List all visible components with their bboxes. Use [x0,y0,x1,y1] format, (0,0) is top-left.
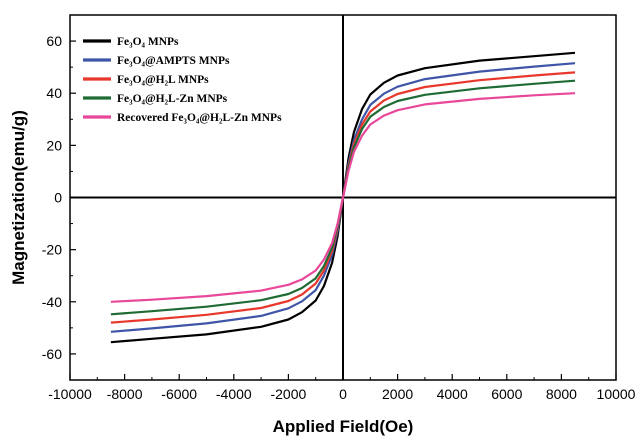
legend-label: Fe₃O₄@H₂L MNPs [117,74,209,86]
legend-label: Fe₃O₄@H₂L-Zn MNPs [117,93,228,105]
x-axis-ticks: -10000 -8000 -6000 -4000 -2000 0 2000 4000 6000 8… [48,374,636,402]
legend-label: Fe₃O₄@AMPTS MNPs [117,55,230,67]
legend-label: Fe₃O₄ MNPs [117,36,179,48]
x-tick-label: -6000 [161,386,197,402]
y-tick-label: 40 [46,85,62,101]
y-axis-title: Magnetization(emu/g) [9,110,28,285]
series-lines [110,51,576,344]
x-tick-label: 10000 [597,386,636,402]
y-tick-label: 60 [46,33,62,49]
x-tick-label: -2000 [270,386,306,402]
x-axis-title: Applied Field(Oe) [273,417,414,436]
y-axis-ticks: -60 -40 -20 0 20 40 60 [42,14,76,381]
legend-label: Recovered Fe₃O₄@H₂L-Zn MNPs [117,112,282,124]
x-tick-label: 6000 [491,386,522,402]
y-tick-label: -40 [42,294,62,310]
x-tick-label: -8000 [107,386,143,402]
y-tick-label: 0 [54,190,62,206]
legend: Fe₃O₄ MNPs Fe₃O₄@AMPTS MNPs Fe₃O₄@H₂L MNPs… [83,36,282,124]
series-line [110,92,576,303]
y-tick-label: -60 [42,346,62,362]
x-tick-label: 0 [339,386,347,402]
x-tick-label: 2000 [382,386,413,402]
x-tick-label: 8000 [546,386,577,402]
y-tick-label: -20 [42,242,62,258]
x-tick-label: -10000 [48,386,92,402]
x-tick-label: 4000 [437,386,468,402]
y-tick-label: 20 [46,137,62,153]
x-tick-label: -4000 [216,386,252,402]
